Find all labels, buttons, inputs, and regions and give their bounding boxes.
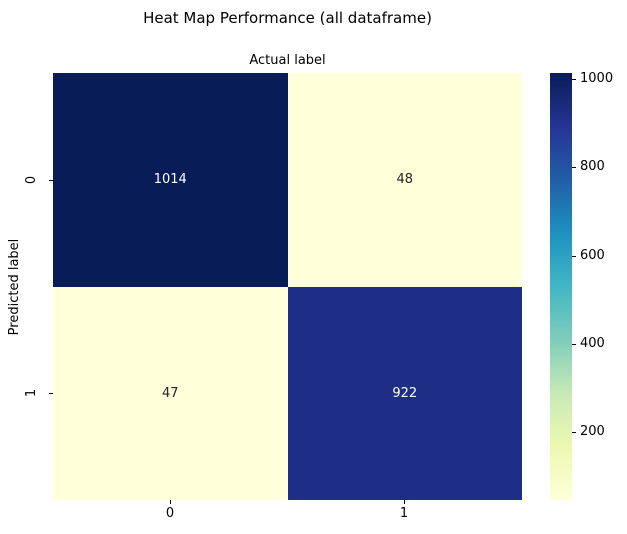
x-tick-mark-1 [404,500,405,504]
colorbar-tick-label-1: 800 [580,159,605,174]
colorbar-tick-label-4: 200 [580,424,605,439]
colorbar-tick-mark-1 [572,167,576,168]
colorbar-tick-mark-3 [572,344,576,345]
colorbar-tick-mark-2 [572,256,576,257]
y-tick-label-1: 1 [24,388,39,398]
colorbar-gradient [550,73,572,500]
colorbar-tick-label-3: 400 [580,336,605,351]
colorbar-tick-label-0: 1000 [580,71,614,86]
y-axis-title: Predicted label [7,238,22,336]
heatmap-cell-1-1: 922 [287,286,522,500]
cell-value-1-1: 922 [392,385,418,401]
x-axis-title: Actual label [249,53,326,68]
heatmap-cell-0-0: 1014 [53,73,288,287]
heatmap-grid: 1014 48 47 922 [53,73,522,500]
y-tick-label-0: 0 [24,175,39,185]
heatmap-cell-0-1: 48 [287,73,522,287]
x-tick-mark-0 [170,500,171,504]
cell-value-0-0: 1014 [153,172,187,188]
x-tick-label-1: 1 [399,506,409,521]
y-tick-mark-0 [49,180,53,181]
colorbar-tick-label-2: 600 [580,248,605,263]
x-tick-label-0: 0 [165,506,175,521]
colorbar-tick-mark-0 [572,79,576,80]
heatmap-cell-1-0: 47 [53,286,288,500]
chart-title: Heat Map Performance (all dataframe) [143,9,432,27]
y-tick-mark-1 [49,393,53,394]
colorbar-tick-mark-4 [572,432,576,433]
cell-value-0-1: 48 [396,172,414,188]
cell-value-1-0: 47 [161,385,179,401]
